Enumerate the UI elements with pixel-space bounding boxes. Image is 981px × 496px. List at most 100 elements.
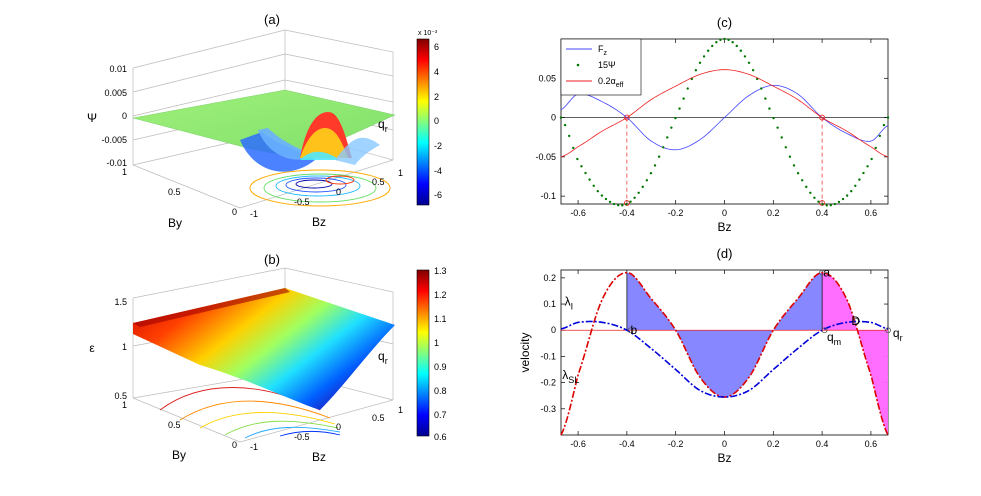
series-line-lambda-i [560, 320, 889, 398]
colorbar-tick: 0.7 [434, 410, 447, 420]
series-point [772, 116, 775, 120]
panel-d-xlabel: Bz [717, 451, 731, 465]
series-point [625, 203, 628, 206]
series-point [682, 97, 685, 100]
series-point [796, 172, 800, 175]
series-point [604, 197, 608, 201]
shaded-region-magenta [822, 272, 888, 435]
series-point [784, 146, 788, 149]
series-point [563, 123, 567, 127]
colorbar-tick: 0.6 [434, 432, 447, 442]
panel-a-colorbar-ticks: 6 4 2 0 -2 -4 -6 [434, 42, 442, 200]
series-point [666, 136, 669, 139]
series-point [649, 172, 653, 175]
colorbar-tick: 0 [434, 116, 439, 126]
panel-a-x-ticks: -1 -0.5 0 0.5 1 [250, 168, 403, 219]
series-point [751, 69, 755, 72]
panel-b-surface [133, 288, 395, 410]
series-point [829, 204, 832, 207]
y-tick: 0 [232, 207, 237, 217]
series-point [580, 165, 583, 168]
panel-a-z-ticks: 0.01 0.005 0 -0.005 -0.01 [101, 64, 127, 168]
series-point [592, 184, 595, 187]
annotation-label: λI [565, 294, 574, 311]
series-point [719, 38, 722, 42]
series-point [768, 107, 771, 110]
z-tick: 1.5 [114, 297, 127, 307]
series-point [588, 178, 591, 181]
series-point [780, 136, 783, 139]
y-tick: 1 [122, 400, 127, 410]
series-point [764, 97, 767, 100]
series-point [760, 87, 763, 90]
series-point [608, 200, 612, 204]
series-point [653, 164, 657, 167]
panel-c-xlabel: Bz [717, 220, 731, 234]
y-tick-label: -0.2 [540, 378, 556, 388]
series-point [845, 194, 849, 197]
series-point [637, 191, 640, 194]
x-tick-label: 0.2 [767, 208, 780, 218]
y-tick-label: 0.05 [538, 73, 556, 83]
series-point [706, 49, 710, 52]
series-point [825, 204, 828, 207]
series-point [567, 134, 571, 138]
colorbar-tick: 0.8 [434, 386, 447, 396]
series-point [572, 146, 575, 150]
y-tick: 0.5 [168, 420, 181, 430]
panel-b-annotation: qr [378, 349, 388, 366]
x-tick-label: -0.4 [619, 439, 635, 449]
x-tick: -1 [250, 209, 258, 219]
x-tick-label: 0 [722, 208, 727, 218]
marker-circle [819, 200, 826, 206]
marker-circle [819, 114, 826, 121]
panel-d-ylabel: velocity [518, 332, 532, 372]
z-tick: 0 [122, 111, 127, 121]
point-marker [821, 327, 828, 334]
panel-a-colorbar [416, 38, 430, 206]
legend-label: 15Ψ [598, 60, 616, 70]
panel-b-ylabel: By [172, 448, 186, 462]
colorbar-tick: 1.1 [434, 314, 447, 324]
series-point [621, 204, 624, 207]
series-line-lambda-sl [560, 271, 889, 436]
series-point [576, 157, 579, 161]
y-tick-label: 0 [551, 325, 556, 335]
panel-b-x-ticks: -1 -0.5 0 0.5 1 [250, 405, 403, 452]
annotation-label: b [631, 323, 638, 337]
x-tick: 0 [336, 422, 341, 432]
series-point [641, 185, 644, 189]
panel-d: -0.6 -0.4 -0.2 0 0.2 0.4 0.6 0.2 0.1 0 -0.1 -0.2 -0.… [518, 246, 903, 465]
marker-circle [623, 114, 630, 121]
series-point [633, 196, 636, 200]
series-point [776, 126, 779, 129]
y-tick-label: 0 [551, 113, 556, 123]
panel-b: (b) 1.5 1 0.5 ε 1 0.5 [89, 252, 446, 464]
series-point [678, 107, 681, 110]
series-point [858, 178, 861, 181]
x-tick-label: -0.2 [668, 439, 684, 449]
shaded-region-blue [626, 272, 823, 398]
z-tick: -0.01 [106, 158, 127, 168]
series-point [731, 41, 734, 44]
series-point [882, 123, 886, 127]
y-tick-label: -0.3 [540, 404, 556, 414]
panel-c-title: (c) [717, 15, 732, 30]
series-point [841, 197, 845, 201]
series-point [809, 191, 812, 194]
x-tick: 0.5 [372, 177, 385, 187]
marker-circle [623, 200, 630, 206]
series-point [629, 200, 632, 203]
x-tick-label: 0.2 [767, 439, 780, 449]
x-tick-label: -0.6 [570, 439, 586, 449]
series-point [600, 194, 604, 197]
point-marker [853, 318, 860, 324]
panel-b-xlabel: Bz [312, 450, 326, 464]
x-tick-label: -0.2 [668, 208, 684, 218]
legend-label: Fz [598, 44, 608, 57]
series-point [698, 61, 702, 64]
panel-b-colorbar-ticks: 1.3 1.2 1.1 1 0.9 0.8 0.7 0.6 [434, 266, 447, 442]
series-point [584, 171, 587, 175]
